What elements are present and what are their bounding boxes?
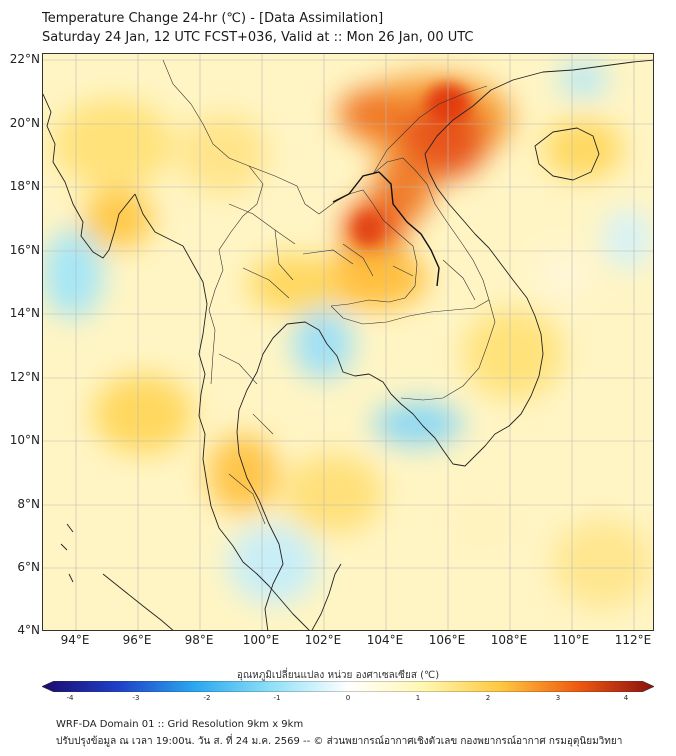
lon-label-96e: 96°E	[122, 633, 152, 647]
warm-patch-southern-thailand	[208, 434, 278, 514]
colorbar-tick-4: 4	[623, 694, 629, 702]
lon-label-108e: 108°E	[490, 633, 528, 647]
neutral-patch	[443, 494, 523, 554]
cool-patch-scs-north	[603, 209, 653, 269]
coast-hainan	[534, 127, 600, 181]
lat-label-14n: 14°N	[9, 306, 40, 320]
colorbar-label: อุณหภูมิเปลี่ยนแปลง หน่วย องศาเซลเซียส (…	[236, 670, 440, 681]
map-title: Temperature Change 24-hr (℃) - [Data Ass…	[42, 11, 384, 26]
temperature-field	[43, 61, 653, 609]
coast-gulf-head	[286, 321, 392, 395]
colorbar-tick-minus4: -4	[66, 694, 74, 702]
graticule	[43, 54, 653, 630]
border-thailand-laos	[248, 165, 418, 307]
colorbar-tick-1: 1	[415, 694, 421, 702]
warm-patch-vietnam-coast	[463, 309, 563, 399]
borders	[162, 59, 496, 525]
lat-label-8n: 8°N	[17, 497, 40, 511]
lon-label-106e: 106°E	[428, 633, 466, 647]
border-cambodia	[330, 299, 496, 401]
coast-thailand-gulf-west	[236, 323, 288, 630]
colorbar-tick-minus2: -2	[203, 694, 211, 702]
lat-label-22n: 22°N	[9, 52, 40, 66]
hot-patch-yunnan	[338, 89, 408, 139]
colorbar-tick-3: 3	[555, 694, 561, 702]
border-myanmar-china	[162, 59, 250, 167]
max-core-laos	[354, 213, 382, 245]
colorbar	[42, 681, 654, 692]
lat-label-4n: 4°N	[17, 623, 40, 637]
warm-patch-myanmar-north	[53, 99, 173, 189]
border-myanmar-thailand	[208, 165, 264, 385]
hot-core-north-vietnam	[398, 99, 488, 179]
warm-patch-myanmar-east	[178, 114, 268, 194]
warm-patch-gulf-south	[283, 454, 383, 534]
warm-patch-south-china-sea	[553, 519, 653, 609]
lon-label-112e: 112°E	[614, 633, 652, 647]
map-subtitle: Saturday 24 Jan, 12 UTC FCST+036, Valid …	[42, 30, 474, 45]
cool-patch-gulf-north	[293, 309, 353, 379]
footer-credit: ปรับปรุงข้อมูล ณ เวลา 19:00น. วัน ส. ที่…	[56, 736, 623, 747]
map-panel[interactable]	[42, 53, 654, 631]
coast-malaysia-east	[311, 563, 342, 630]
coast-gulf-of-martaban	[134, 193, 310, 630]
temperature-map	[43, 54, 653, 630]
colorbar-tick-minus3: -3	[132, 694, 140, 702]
warm-patch-isan	[318, 249, 428, 309]
border-china-vietnam	[372, 85, 488, 175]
cool-patch-mekong	[373, 402, 463, 446]
warm-patch-central-thailand	[248, 254, 338, 314]
lon-label-104e: 104°E	[366, 633, 404, 647]
coast-sumatra	[102, 573, 174, 630]
lon-label-98e: 98°E	[184, 633, 214, 647]
footer-model-info: WRF-DA Domain 01 :: Grid Resolution 9km …	[56, 719, 304, 730]
lat-label-12n: 12°N	[9, 370, 40, 384]
colorbar-tick-0: 0	[345, 694, 351, 702]
lon-label-100e: 100°E	[242, 633, 280, 647]
warm-patch-hainan	[543, 119, 623, 179]
lon-label-110e: 110°E	[552, 633, 590, 647]
lat-label-20n: 20°N	[9, 116, 40, 130]
cool-patch-malaysia	[228, 524, 318, 604]
lon-label-102e: 102°E	[304, 633, 342, 647]
warm-patch-andaman	[93, 374, 193, 454]
colorbar-tick-2: 2	[485, 694, 491, 702]
cool-patch-andaman-west	[43, 229, 103, 319]
lat-label-18n: 18°N	[9, 179, 40, 193]
coast-small-islands	[60, 523, 74, 583]
internal-provinces	[218, 203, 476, 525]
coast-myanmar-bay-of-bengal	[43, 93, 136, 259]
neutral-patch-scs	[535, 250, 591, 298]
lon-label-94e: 94°E	[60, 633, 90, 647]
lat-label-10n: 10°N	[9, 433, 40, 447]
lat-label-16n: 16°N	[9, 243, 40, 257]
colorbar-gradient	[42, 681, 654, 692]
lat-label-6n: 6°N	[17, 560, 40, 574]
border-laos-vietnam	[372, 157, 490, 301]
colorbar-tick-minus1: -1	[273, 694, 281, 702]
coastlines	[43, 59, 653, 630]
coast-cambodia-vietnam	[390, 59, 653, 467]
mekong-border-bold	[332, 171, 440, 287]
